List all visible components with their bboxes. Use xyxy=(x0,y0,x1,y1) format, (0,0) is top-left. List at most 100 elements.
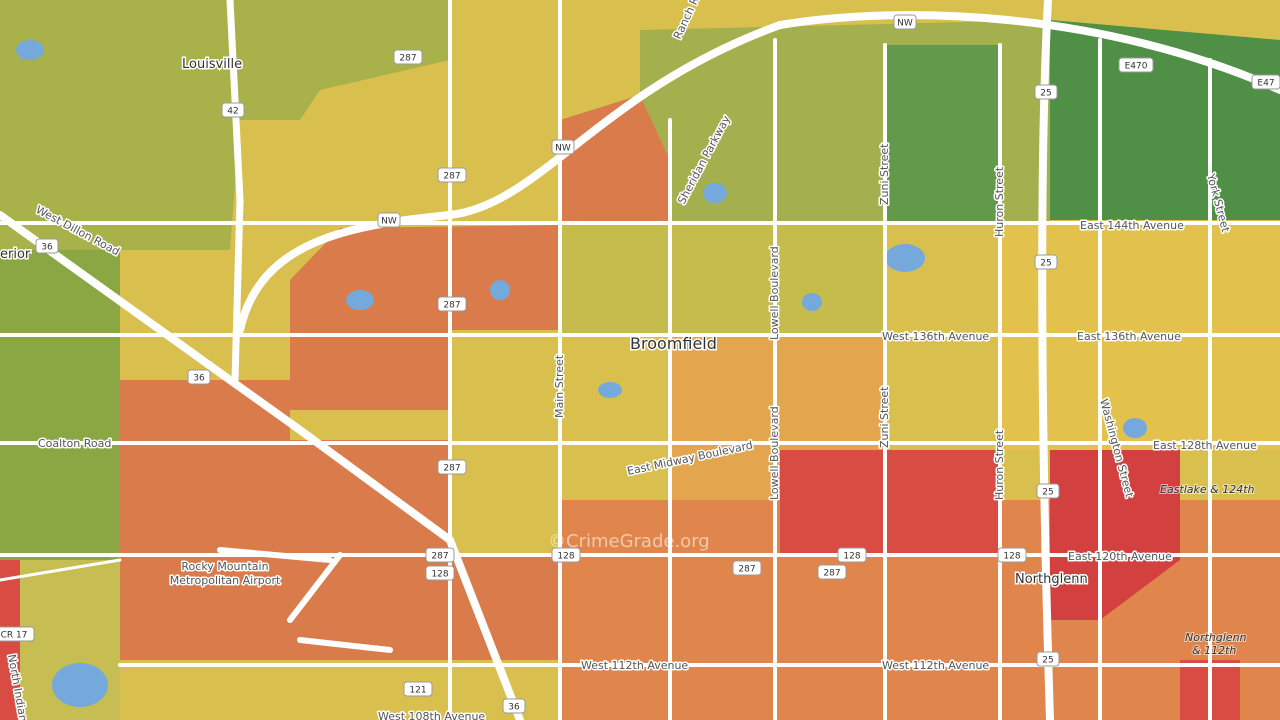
shield-box xyxy=(437,167,467,183)
shield-box xyxy=(1034,84,1058,100)
road-label: Lowell Boulevard xyxy=(768,246,781,340)
route-shield: CR 17 xyxy=(0,626,35,642)
place-label: Metropolitan Airport xyxy=(170,574,281,587)
lake xyxy=(703,183,727,203)
road-label: West 112th Avenue xyxy=(882,659,989,672)
shield-label: 121 xyxy=(409,686,426,696)
route-shield: 25 xyxy=(1034,254,1058,270)
route-shield: NW xyxy=(377,212,401,228)
route-shield: 42 xyxy=(221,102,245,118)
route-shield: 25 xyxy=(1036,483,1060,499)
shield-box xyxy=(0,626,35,642)
route-shield: 287 xyxy=(437,296,467,312)
route-shield: E470 xyxy=(1118,57,1154,73)
neighborhood-label: & 112th xyxy=(1192,644,1236,657)
lake xyxy=(346,290,374,310)
area xyxy=(0,0,450,250)
route-shield: 36 xyxy=(187,369,211,385)
shield-label: 287 xyxy=(443,464,460,474)
area xyxy=(0,250,120,560)
lake xyxy=(16,40,44,60)
route-shield: 287 xyxy=(437,459,467,475)
route-shield: 287 xyxy=(732,560,762,576)
shield-box xyxy=(551,139,575,155)
lake xyxy=(490,280,510,300)
highway xyxy=(1038,0,1054,720)
shield-box xyxy=(35,238,59,254)
shield-label: NW xyxy=(897,19,913,29)
area xyxy=(885,45,1000,225)
road-label: East 128th Avenue xyxy=(1153,439,1257,452)
shield-label: NW xyxy=(381,217,397,227)
shield-box xyxy=(425,547,455,563)
road-label: Lowell Boulevard xyxy=(768,406,781,500)
shield-label: 128 xyxy=(843,552,860,562)
neighborhood-label: Northglenn xyxy=(1185,631,1247,644)
lake xyxy=(802,293,822,311)
route-shield: 36 xyxy=(35,238,59,254)
shield-box xyxy=(732,560,762,576)
place-label: erior xyxy=(0,247,31,262)
lake xyxy=(1123,418,1147,438)
road xyxy=(0,558,122,582)
lake xyxy=(885,244,925,272)
shield-label: 287 xyxy=(443,301,460,311)
shield-box xyxy=(1118,57,1154,73)
route-shield: 128 xyxy=(551,547,581,563)
route-shield: 287 xyxy=(437,167,467,183)
road-label: West 112th Avenue xyxy=(581,659,688,672)
shield-label: 42 xyxy=(227,107,238,117)
place-label: Northglenn xyxy=(1015,572,1088,587)
road-label: East 120th Avenue xyxy=(1068,550,1172,563)
shield-label: 25 xyxy=(1042,656,1053,666)
road-label: Zuni Street xyxy=(878,143,891,205)
route-shield: 36 xyxy=(502,698,526,714)
shield-box xyxy=(1251,74,1280,90)
shield-label: NW xyxy=(555,144,571,154)
route-shield: NW xyxy=(893,14,917,30)
road-label: Coalton Road xyxy=(38,437,111,450)
shield-label: 287 xyxy=(738,565,755,575)
place-label: Broomfield xyxy=(630,334,717,353)
runway xyxy=(217,547,393,653)
road-label: East 144th Avenue xyxy=(1080,219,1184,232)
shield-label: 287 xyxy=(399,54,416,64)
route-shield: E47 xyxy=(1251,74,1280,90)
shield-box xyxy=(393,49,423,65)
shield-label: 287 xyxy=(443,172,460,182)
watermark: ©CrimeGrade.org xyxy=(548,531,710,552)
route-shield: 287 xyxy=(425,547,455,563)
shield-label: 36 xyxy=(41,243,53,253)
shield-box xyxy=(1036,651,1060,667)
shield-label: CR 17 xyxy=(1,631,28,641)
shield-label: E47 xyxy=(1257,79,1274,89)
shield-box xyxy=(425,565,455,581)
road-label: West 136th Avenue xyxy=(882,330,989,343)
shield-box xyxy=(221,102,245,118)
shield-box xyxy=(837,547,867,563)
highway xyxy=(0,211,524,720)
shield-box xyxy=(817,564,847,580)
area xyxy=(780,450,1000,555)
route-shield: 128 xyxy=(997,547,1027,563)
shield-label: E470 xyxy=(1125,62,1148,72)
route-shield: 25 xyxy=(1034,84,1058,100)
shield-box xyxy=(997,547,1027,563)
shield-label: 25 xyxy=(1040,259,1051,269)
shield-label: 128 xyxy=(557,552,574,562)
route-shield: 128 xyxy=(837,547,867,563)
road-label: Huron Street xyxy=(993,166,1006,237)
shield-box xyxy=(502,698,526,714)
shield-label: 287 xyxy=(823,569,840,579)
shield-box xyxy=(1034,254,1058,270)
place-label: Rocky Mountain xyxy=(181,560,268,573)
highway xyxy=(226,0,244,384)
neighborhood-label: Eastlake & 124th xyxy=(1160,483,1255,496)
highway xyxy=(236,11,1280,334)
shield-label: 25 xyxy=(1040,89,1051,99)
shield-label: 36 xyxy=(193,374,205,384)
shield-box xyxy=(403,681,433,697)
area xyxy=(1050,450,1180,620)
shield-box xyxy=(437,459,467,475)
route-shield: 287 xyxy=(817,564,847,580)
